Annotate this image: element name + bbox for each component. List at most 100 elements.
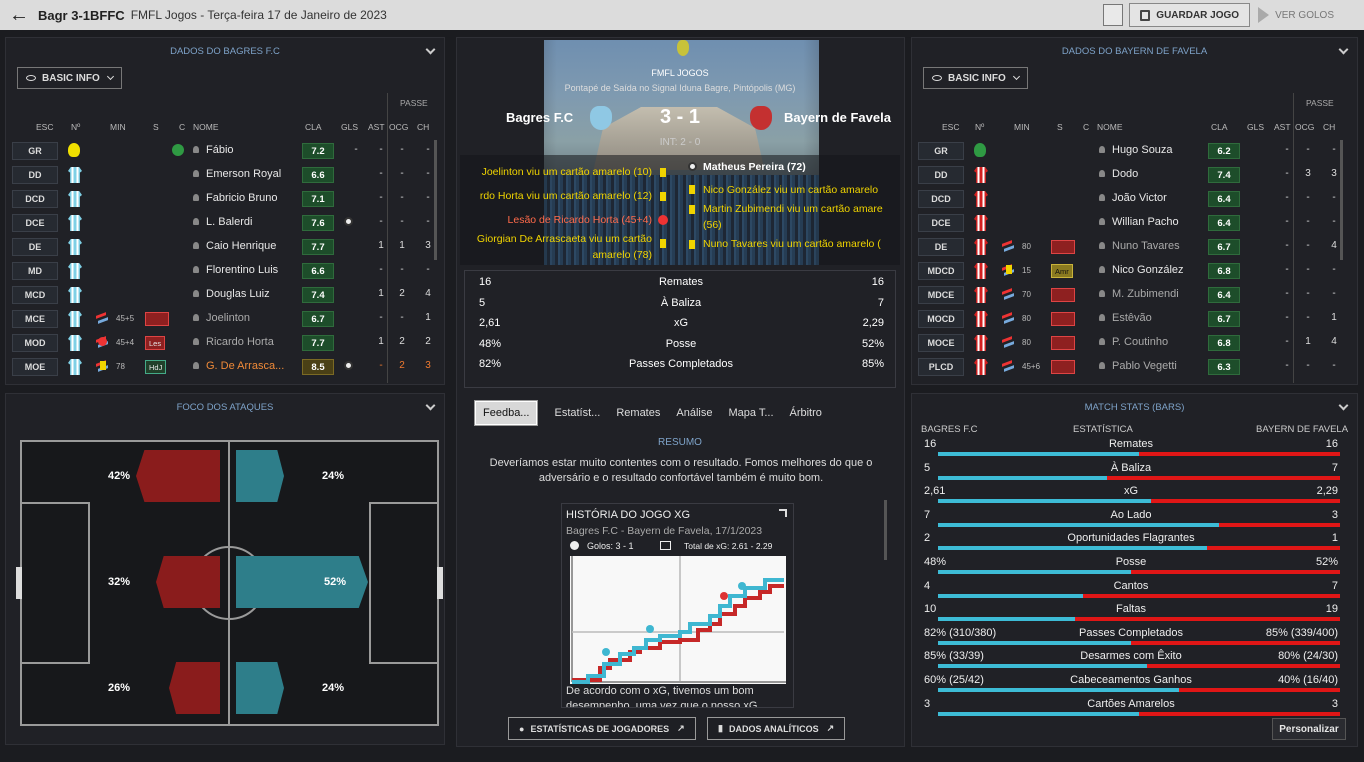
player-name[interactable]: Fábio — [193, 144, 234, 156]
back-arrow-icon[interactable]: ← — [9, 3, 29, 26]
scrollbar[interactable] — [1340, 140, 1343, 260]
player-row[interactable]: MDCD 15 Amr Nico González 6.8 - - - — [918, 260, 1345, 282]
player-name[interactable]: Emerson Royal — [193, 168, 281, 180]
player-row[interactable]: MCE 45+5 Joelinton 6.7 - - 1 — [12, 308, 432, 330]
player-row[interactable]: DE 80 Nuno Tavares 6.7 - - 4 — [918, 236, 1345, 258]
player-row[interactable]: DCE Willian Pacho 6.4 - - - — [918, 212, 1345, 234]
scrollbar[interactable] — [884, 500, 887, 560]
col-name[interactable]: NOME — [1097, 122, 1123, 132]
player-row[interactable]: DD Emerson Royal 6.6 - - - — [12, 164, 432, 186]
col-rating[interactable]: CLA — [1211, 122, 1228, 132]
player-row[interactable]: MOE 78 HdJ G. De Arrasca... 8.5 - 2 3 — [12, 356, 432, 378]
player-name[interactable]: Douglas Luiz — [193, 288, 270, 300]
expand-icon[interactable] — [779, 509, 787, 517]
substitution-icon — [96, 314, 108, 323]
player-row[interactable]: MOCE 80 P. Coutinho 6.8 - 1 4 — [918, 332, 1345, 354]
player-name[interactable]: Willian Pacho — [1099, 216, 1179, 228]
player-name[interactable]: João Victor — [1099, 192, 1167, 204]
player-row[interactable]: MDCE 70 M. Zubimendi 6.4 - - - — [918, 284, 1345, 306]
col-goals[interactable]: GLS — [341, 122, 359, 132]
player-row[interactable]: DCE L. Balerdi 7.6 - - - — [12, 212, 432, 234]
player-row[interactable]: GR Hugo Souza 6.2 - - - — [918, 140, 1345, 162]
col-c[interactable]: C — [1083, 122, 1090, 132]
basic-info-dropdown[interactable]: BASIC INFO — [17, 67, 122, 89]
ch-cell: - — [426, 192, 430, 203]
col-assists[interactable]: AST — [1274, 122, 1291, 132]
tab-stats[interactable]: Estatíst... — [554, 407, 601, 419]
player-name[interactable]: Nuno Tavares — [1099, 240, 1180, 252]
view-goals-button[interactable]: VER GOLOS — [1258, 7, 1364, 23]
col-assists[interactable]: AST — [368, 122, 385, 132]
ms-away-bar — [1107, 475, 1340, 480]
player-name[interactable]: Florentino Luis — [193, 264, 278, 276]
col-number[interactable]: Nº — [975, 122, 985, 132]
away-event: Martin Zubimendi viu um cartão amare — [703, 203, 883, 215]
player-stats-button[interactable]: ● ESTATÍSTICAS DE JOGADORES ↗ — [508, 717, 696, 740]
tab-referee[interactable]: Árbitro — [789, 407, 822, 419]
basic-info-dropdown[interactable]: BASIC INFO — [923, 67, 1028, 89]
collapse-chevron-icon[interactable] — [1338, 400, 1349, 411]
col-c[interactable]: C — [179, 122, 186, 132]
col-ch[interactable]: CH — [1323, 122, 1336, 132]
player-name[interactable]: P. Coutinho — [1099, 336, 1168, 348]
player-row[interactable]: MD Florentino Luis 6.6 - - - — [12, 260, 432, 282]
ms-away-bar — [1179, 688, 1340, 692]
player-name[interactable]: Caio Henrique — [193, 240, 276, 252]
home-team-name[interactable]: Bagres F.C — [506, 110, 574, 125]
player-name[interactable]: G. De Arrasca... — [193, 360, 284, 372]
col-ch[interactable]: CH — [417, 122, 430, 132]
col-ocg[interactable]: OCG — [1295, 122, 1315, 132]
player-row[interactable]: MCD Douglas Luiz 7.4 1 2 4 — [12, 284, 432, 306]
player-name[interactable]: Estêvão — [1099, 312, 1152, 324]
scrollbar[interactable] — [434, 140, 437, 260]
player-row[interactable]: DCD João Victor 6.4 - - - — [918, 188, 1345, 210]
player-name[interactable]: Fabricio Bruno — [193, 192, 278, 204]
ms-away-value: 52% — [1315, 556, 1338, 568]
player-row[interactable]: DCD Fabricio Bruno 7.1 - - - — [12, 188, 432, 210]
col-goals[interactable]: GLS — [1247, 122, 1265, 132]
away-team-name[interactable]: Bayern de Favela — [784, 110, 891, 125]
player-name[interactable]: Joelinton — [193, 312, 250, 324]
player-row[interactable]: PLCD 45+6 Pablo Vegetti 6.3 - - - — [918, 356, 1345, 378]
tab-feedback[interactable]: Feedba... — [474, 400, 539, 426]
customize-button[interactable]: Personalizar — [1272, 718, 1346, 740]
col-min[interactable]: MIN — [1014, 122, 1030, 132]
player-name[interactable]: Nico González — [1099, 264, 1184, 276]
xg-total: Total de xG: 2.61 - 2.29 — [684, 541, 773, 551]
goal-ball-icon — [344, 217, 353, 226]
col-ocg[interactable]: OCG — [389, 122, 409, 132]
collapse-chevron-icon[interactable] — [1338, 44, 1349, 55]
player-name[interactable]: Pablo Vegetti — [1099, 360, 1177, 372]
tab-shots[interactable]: Remates — [616, 407, 661, 419]
tab-map[interactable]: Mapa T... — [728, 407, 774, 419]
col-rating[interactable]: CLA — [305, 122, 322, 132]
substitution-icon — [1002, 314, 1014, 323]
col-name[interactable]: NOME — [193, 122, 219, 132]
player-name[interactable]: L. Balerdi — [193, 216, 252, 228]
player-row[interactable]: DE Caio Henrique 7.7 1 1 3 — [12, 236, 432, 258]
player-row[interactable]: GR Fábio 7.2 - - - - — [12, 140, 432, 162]
col-esc[interactable]: ESC — [36, 122, 54, 132]
player-row[interactable]: MOD 45+4 Les Ricardo Horta 7.7 1 2 2 — [12, 332, 432, 354]
col-number[interactable]: Nº — [71, 122, 81, 132]
shirt-icon — [974, 311, 988, 327]
menu-square-button[interactable] — [1103, 4, 1124, 26]
player-name[interactable]: Dodo — [1099, 168, 1138, 180]
col-esc[interactable]: ESC — [942, 122, 960, 132]
ocg-cell: - — [1306, 216, 1310, 227]
player-name[interactable]: Ricardo Horta — [193, 336, 274, 348]
ms-bar — [938, 570, 1340, 574]
col-s[interactable]: S — [153, 122, 159, 132]
yellow-card-icon — [689, 240, 695, 249]
save-game-button[interactable]: GUARDAR JOGO — [1129, 3, 1251, 27]
collapse-chevron-icon[interactable] — [425, 400, 436, 411]
player-name[interactable]: M. Zubimendi — [1099, 288, 1179, 300]
player-name[interactable]: Hugo Souza — [1099, 144, 1173, 156]
player-row[interactable]: MOCD 80 Estêvão 6.7 - - 1 — [918, 308, 1345, 330]
col-s[interactable]: S — [1057, 122, 1063, 132]
player-row[interactable]: DD Dodo 7.4 - 3 3 — [918, 164, 1345, 186]
col-min[interactable]: MIN — [110, 122, 126, 132]
collapse-chevron-icon[interactable] — [425, 44, 436, 55]
analytics-button[interactable]: ▮ DADOS ANALÍTICOS ↗ — [707, 717, 846, 740]
tab-analysis[interactable]: Análise — [676, 407, 713, 419]
